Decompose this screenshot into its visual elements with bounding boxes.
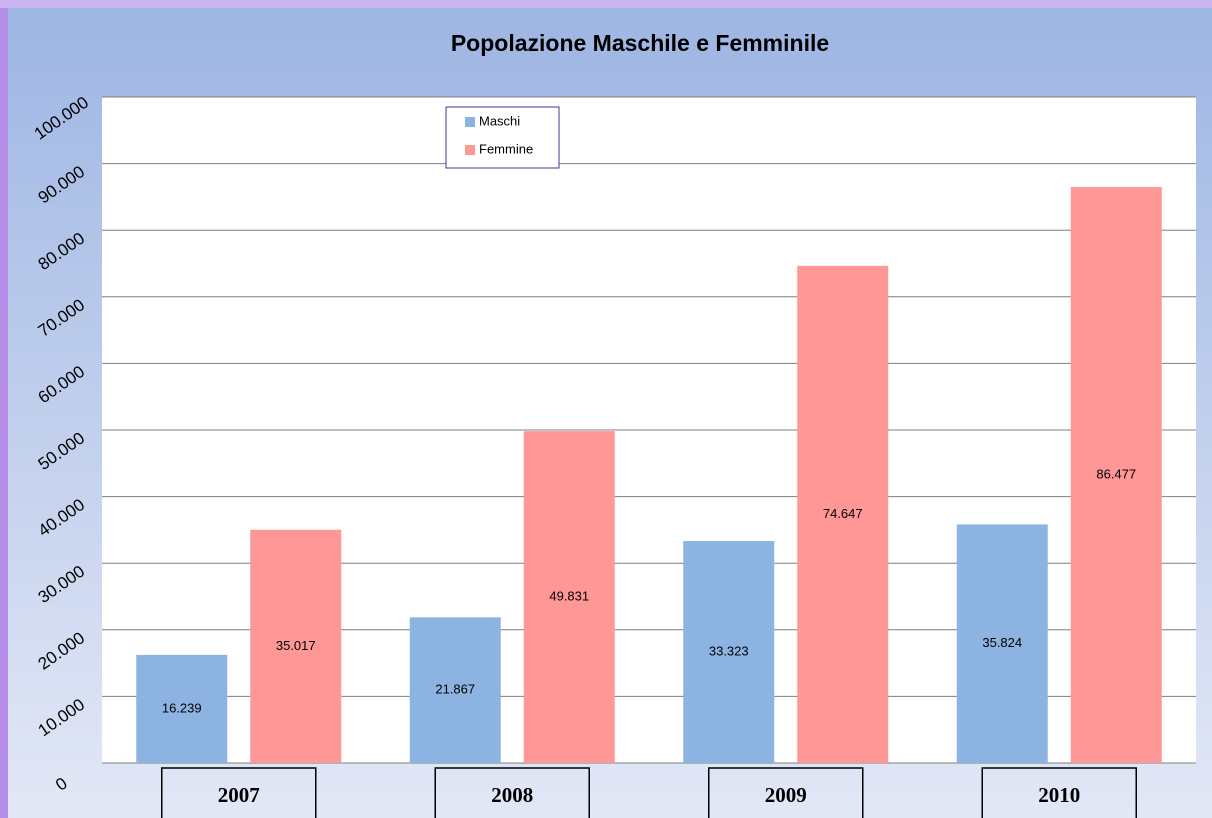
bar (956, 524, 1048, 763)
legend-swatch (465, 145, 475, 155)
category-box (434, 767, 590, 818)
legend-label: Maschi (479, 113, 520, 128)
x-tick-label: 2010 (1038, 783, 1080, 807)
bar (250, 529, 342, 763)
value-label: 86.477 (1096, 466, 1136, 481)
chart-title: Popolazione Maschile e Femminile (451, 30, 829, 56)
value-label: 49.831 (549, 589, 589, 604)
bar (523, 431, 615, 763)
bar (409, 617, 501, 763)
x-tick-label: 2008 (491, 783, 533, 807)
bar (1070, 187, 1162, 764)
x-tick-label: 2009 (765, 783, 807, 807)
top-border (0, 0, 1212, 8)
value-label: 16.239 (162, 700, 202, 715)
value-label: 74.647 (823, 506, 863, 521)
legend-label: Femmine (479, 141, 533, 156)
value-label: 21.867 (435, 682, 475, 697)
category-box (161, 767, 317, 818)
bar (683, 541, 775, 763)
legend-box (445, 106, 560, 169)
value-label: 35.824 (982, 635, 1022, 650)
x-tick-label: 2007 (218, 783, 260, 807)
left-border (0, 0, 8, 818)
legend-swatch (465, 117, 475, 127)
value-label: 33.323 (709, 643, 749, 658)
value-label: 35.017 (276, 638, 316, 653)
category-box (708, 767, 864, 818)
bar (797, 265, 889, 763)
category-box (981, 767, 1137, 818)
bar (136, 654, 228, 763)
